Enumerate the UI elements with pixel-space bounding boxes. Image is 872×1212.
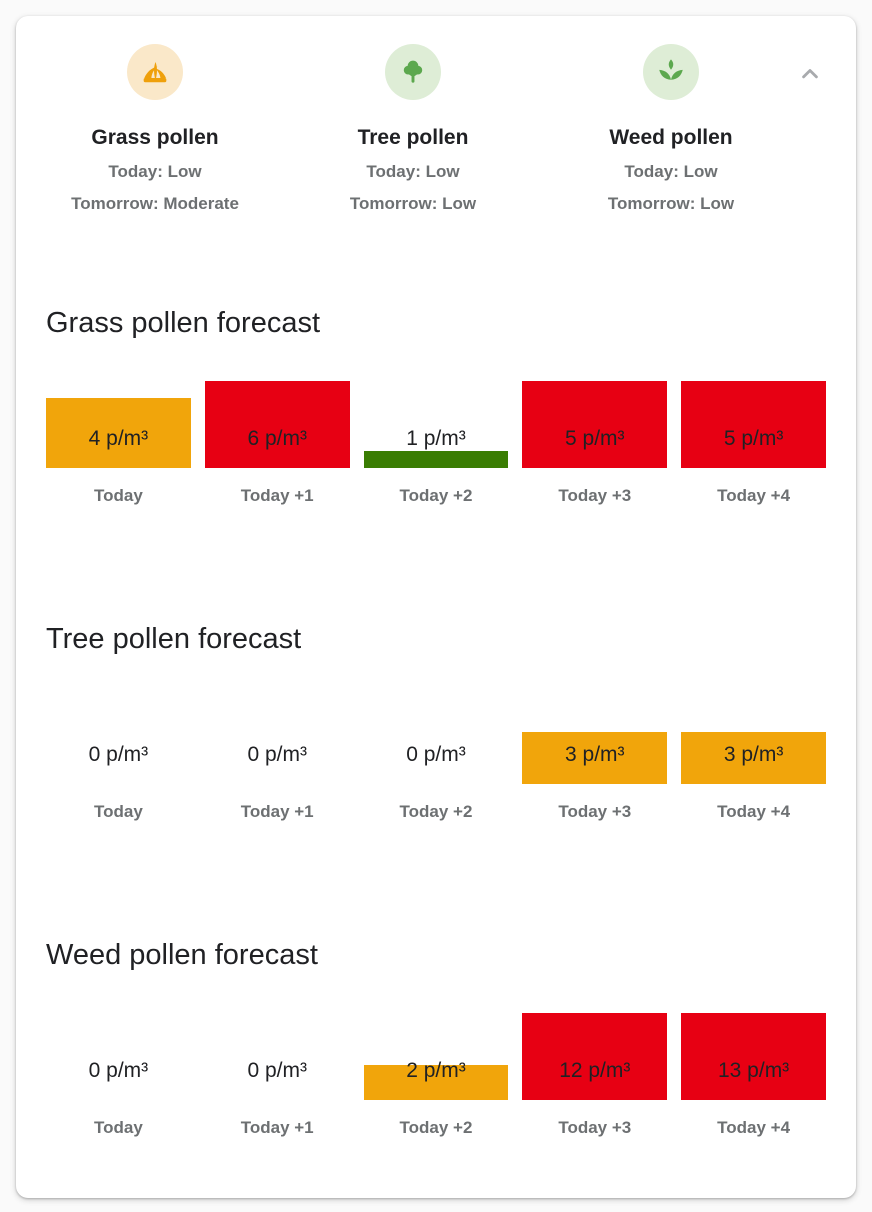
forecast-column: 3 p/m³ Today +3 — [522, 696, 668, 822]
weed-pollen-forecast-section: Weed pollen forecast 0 p/m³ Today 0 p/m³ To… — [46, 938, 826, 1138]
day-label: Today +4 — [717, 1118, 791, 1137]
pollen-summary-row: Grass pollen Today: Low Tomorrow: Modera… — [26, 44, 800, 220]
pollen-bar — [46, 398, 191, 468]
bar-value-label: 0 p/m³ — [247, 1059, 307, 1082]
summary-today: Today: Low — [624, 162, 718, 181]
bar-chart: 0 p/m³ Today 0 p/m³ Today +1 2 p/m³ Today +2 1… — [46, 1012, 826, 1138]
grass-pollen-forecast-section: Grass pollen forecast 4 p/m³ Today 6 p/m³ T… — [46, 306, 826, 506]
grass-icon-circle — [127, 44, 183, 100]
forecast-column: 4 p/m³ Today — [46, 380, 191, 506]
forecast-column: 0 p/m³ Today +2 — [364, 696, 509, 822]
pollen-bar — [363, 1065, 509, 1100]
pollen-bar — [681, 380, 826, 468]
pollen-bar — [681, 1012, 826, 1100]
forecast-column: 12 p/m³ Today +3 — [522, 1012, 668, 1138]
bar-value-label: 2 p/m³ — [406, 1059, 466, 1082]
forecast-column: 0 p/m³ Today +1 — [205, 1012, 350, 1138]
bar-value-label: 0 p/m³ — [88, 743, 149, 766]
summary-weed-pollen: Weed pollen Today: Low Tomorrow: Low — [542, 44, 800, 220]
forecast-column: 6 p/m³ Today +1 — [204, 380, 350, 506]
bar-value-label: 4 p/m³ — [88, 427, 149, 450]
bar-value-label: 0 p/m³ — [247, 743, 307, 766]
section-title: Tree pollen forecast — [46, 623, 302, 655]
section-title: Weed pollen forecast — [46, 939, 318, 971]
collapse-button[interactable] — [792, 58, 828, 90]
summary-today: Today: Low — [366, 162, 460, 181]
bar-value-label: 12 p/m³ — [559, 1059, 631, 1082]
day-label: Today +1 — [240, 486, 314, 505]
section-title: Grass pollen forecast — [46, 307, 321, 339]
bar-value-label: 3 p/m³ — [565, 743, 625, 766]
forecast-column: 2 p/m³ Today +2 — [363, 1012, 509, 1138]
day-label: Today +1 — [240, 802, 314, 821]
bar-value-label: 3 p/m³ — [723, 743, 784, 766]
chevron-up-icon — [794, 60, 826, 88]
day-label: Today +2 — [399, 486, 473, 505]
bar-value-label: 5 p/m³ — [565, 427, 625, 450]
day-label: Today +1 — [240, 1118, 314, 1137]
day-label: Today +3 — [558, 1118, 632, 1137]
tree-pollen-forecast-section: Tree pollen forecast 0 p/m³ Today 0 p/m³ To… — [46, 622, 826, 822]
bar-chart: 4 p/m³ Today 6 p/m³ Today +1 1 p/m³ Today +2 5… — [46, 380, 826, 506]
pollen-bar — [522, 731, 668, 784]
bar-value-label: 13 p/m³ — [717, 1059, 790, 1082]
day-label: Today +2 — [399, 1118, 473, 1137]
bar-value-label: 5 p/m³ — [723, 427, 784, 450]
forecast-column: 5 p/m³ Today +3 — [522, 380, 668, 506]
day-label: Today +3 — [558, 486, 632, 505]
forecast-column: 1 p/m³ Today +2 — [363, 380, 509, 506]
summary-tomorrow: Tomorrow: Low — [349, 194, 477, 213]
day-label: Today +4 — [717, 802, 791, 821]
forecast-column: 0 p/m³ Today — [46, 696, 191, 822]
tree-icon — [397, 56, 429, 88]
forecast-column: 3 p/m³ Today +4 — [681, 696, 826, 822]
forecast-column: 13 p/m³ Today +4 — [681, 1012, 826, 1138]
forecast-column: 0 p/m³ Today +1 — [205, 696, 350, 822]
summary-title: Tree pollen — [357, 126, 469, 149]
day-label: Today +4 — [717, 486, 791, 505]
summary-title: Grass pollen — [91, 126, 219, 149]
grass-icon — [139, 56, 171, 88]
bar-value-label: 6 p/m³ — [247, 427, 307, 450]
summary-today: Today: Low — [108, 162, 202, 181]
forecast-column: 0 p/m³ Today — [46, 1012, 191, 1138]
forecast-column: 5 p/m³ Today +4 — [681, 380, 826, 506]
summary-title: Weed pollen — [609, 126, 733, 149]
bar-value-label: 1 p/m³ — [406, 427, 466, 450]
weed-icon-circle — [643, 44, 699, 100]
pollen-bar — [522, 380, 668, 468]
bar-chart: 0 p/m³ Today 0 p/m³ Today +1 0 p/m³ Today +2 3… — [46, 696, 826, 822]
bar-value-label: 0 p/m³ — [88, 1059, 149, 1082]
day-label: Today +3 — [558, 802, 632, 821]
pollen-bar — [204, 380, 350, 468]
summary-tomorrow: Tomorrow: Low — [607, 194, 735, 213]
day-label: Today +2 — [399, 802, 473, 821]
pollen-widget-card: Grass pollen Today: Low Tomorrow: Modera… — [16, 16, 856, 1198]
summary-tomorrow: Tomorrow: Moderate — [71, 194, 239, 213]
weed-icon — [655, 56, 687, 88]
day-label: Today — [93, 1118, 143, 1137]
summary-tree-pollen: Tree pollen Today: Low Tomorrow: Low — [284, 44, 542, 220]
bar-value-label: 0 p/m³ — [406, 743, 466, 766]
tree-icon-circle — [385, 44, 441, 100]
day-label: Today — [93, 802, 143, 821]
summary-grass-pollen: Grass pollen Today: Low Tomorrow: Modera… — [26, 44, 284, 220]
pollen-bar — [681, 731, 826, 784]
pollen-bar — [363, 450, 509, 468]
day-label: Today — [93, 486, 143, 505]
pollen-bar — [522, 1012, 668, 1100]
